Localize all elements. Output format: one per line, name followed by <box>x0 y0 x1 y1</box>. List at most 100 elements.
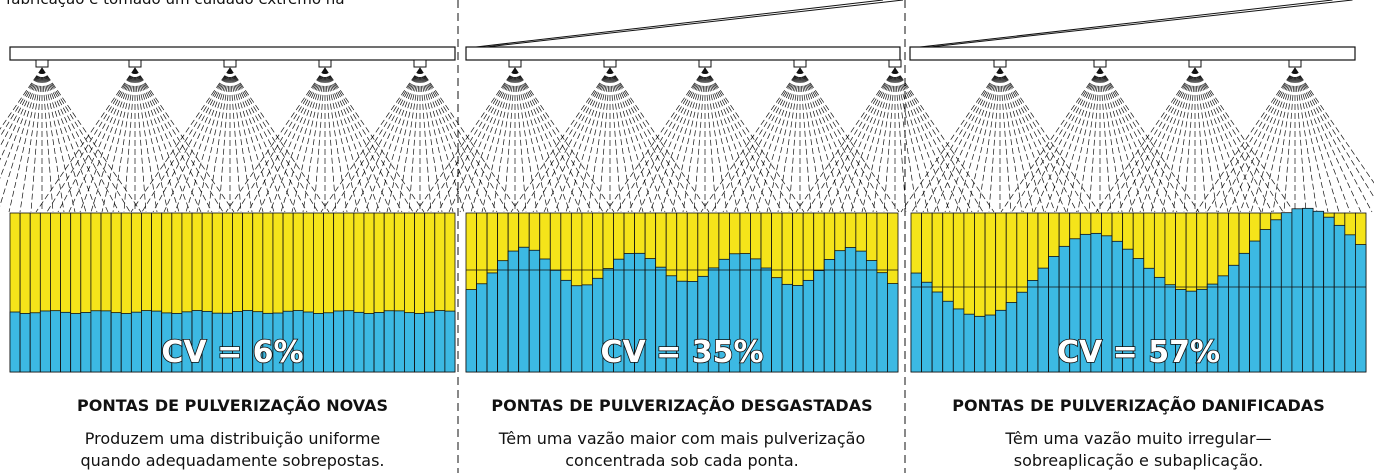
spray-line <box>1099 67 1123 213</box>
spray-line <box>609 67 688 213</box>
spray-line <box>704 67 750 213</box>
spray-line <box>1261 67 1296 213</box>
spray-line <box>894 67 918 213</box>
tube-liquid <box>1280 212 1293 373</box>
spray-line <box>1088 67 1101 213</box>
spray-line <box>514 67 582 213</box>
spray-line <box>514 67 560 213</box>
tube-liquid <box>802 279 815 373</box>
spray-line <box>229 67 264 213</box>
spray-line <box>448 67 516 213</box>
spray-line <box>419 67 443 213</box>
spray-line <box>41 67 131 213</box>
spray-line <box>1044 67 1101 213</box>
spray-line <box>922 67 1001 213</box>
spray-line <box>229 67 242 213</box>
spray-line <box>134 67 180 213</box>
spray-line <box>134 67 147 213</box>
spray-line <box>1022 67 1101 213</box>
spray-line <box>799 67 856 213</box>
spray-line <box>1172 67 1196 213</box>
spray-line <box>134 67 213 213</box>
spray-line <box>1250 67 1296 213</box>
tube-liquid <box>1312 210 1325 373</box>
tube-liquid <box>80 312 92 373</box>
spray-line <box>616 67 706 213</box>
tube-liquid <box>1355 244 1367 373</box>
spray-line <box>134 67 202 213</box>
spray-line <box>1194 67 1273 213</box>
spray-line <box>174 67 231 213</box>
panel: CV = 35% PONTAS DE PULVERIZAÇÃO DESGASTAD… <box>415 0 995 470</box>
spray-line <box>324 67 392 213</box>
spray-line <box>894 67 907 213</box>
spray-line <box>1099 67 1178 213</box>
tube-liquid <box>363 313 375 373</box>
spray-line <box>470 67 516 213</box>
tube-liquid <box>1333 224 1346 373</box>
spray-line <box>280 67 326 213</box>
spray-line <box>543 67 611 213</box>
tube-liquid <box>343 310 355 373</box>
spray-line <box>459 67 516 213</box>
tube-liquid <box>952 308 965 373</box>
spray-line <box>872 67 896 213</box>
spray-line <box>576 67 611 213</box>
spray-line <box>1055 67 1101 213</box>
spray-line <box>693 67 706 213</box>
tube-liquid <box>404 312 415 373</box>
spray-line <box>302 67 326 213</box>
spray-line <box>514 67 604 213</box>
spray-line <box>229 67 330 213</box>
tube-liquid <box>29 312 41 373</box>
spray-line <box>521 67 611 213</box>
tube-liquid <box>855 250 867 373</box>
spray-line <box>704 67 772 213</box>
tube-liquid <box>414 313 426 373</box>
spray-line <box>1099 67 1156 213</box>
tube-liquid <box>120 313 132 373</box>
spray-line <box>324 67 370 213</box>
nozzle <box>508 59 522 68</box>
spray-line <box>609 67 699 213</box>
spray-line <box>1128 67 1196 213</box>
tube-liquid <box>333 310 345 373</box>
nozzle <box>223 59 237 68</box>
spray-line <box>704 67 728 213</box>
tube-liquid <box>539 258 551 373</box>
spray-line <box>733 67 801 213</box>
spray-line <box>514 67 538 213</box>
spray-line <box>598 67 611 213</box>
spray-line <box>229 67 308 213</box>
spray-line <box>1283 67 1296 213</box>
nozzle <box>318 59 332 68</box>
spray-line <box>419 67 476 213</box>
spray-line <box>0 67 43 207</box>
tube-liquid <box>313 313 324 373</box>
spray-line <box>1294 67 1307 213</box>
spray-line <box>1195 67 1296 213</box>
tube-liquid <box>141 310 152 373</box>
spray-line <box>437 67 516 213</box>
tube-liquid <box>581 284 593 373</box>
tube-liquid <box>942 300 954 373</box>
spray-line <box>0 67 43 148</box>
spray-line <box>1099 67 1189 213</box>
spray-line <box>565 67 611 213</box>
spray-line <box>894 67 940 213</box>
spray-line <box>397 67 421 213</box>
spray-line <box>799 67 900 213</box>
nozzle <box>1288 59 1302 68</box>
tube-liquid <box>9 311 21 373</box>
spray-line <box>894 67 929 213</box>
spray-line <box>1099 67 1134 213</box>
tube-liquid <box>771 277 783 373</box>
spray-line <box>342 67 421 213</box>
spray-line <box>609 67 622 213</box>
intro-text: fabricação é tomado um cuidado extremo n… <box>6 0 345 8</box>
tube-liquid <box>90 310 102 373</box>
spray-line <box>0 67 43 138</box>
spray-line <box>324 67 414 213</box>
spray-line <box>828 67 896 213</box>
spray-line <box>1294 67 1340 213</box>
